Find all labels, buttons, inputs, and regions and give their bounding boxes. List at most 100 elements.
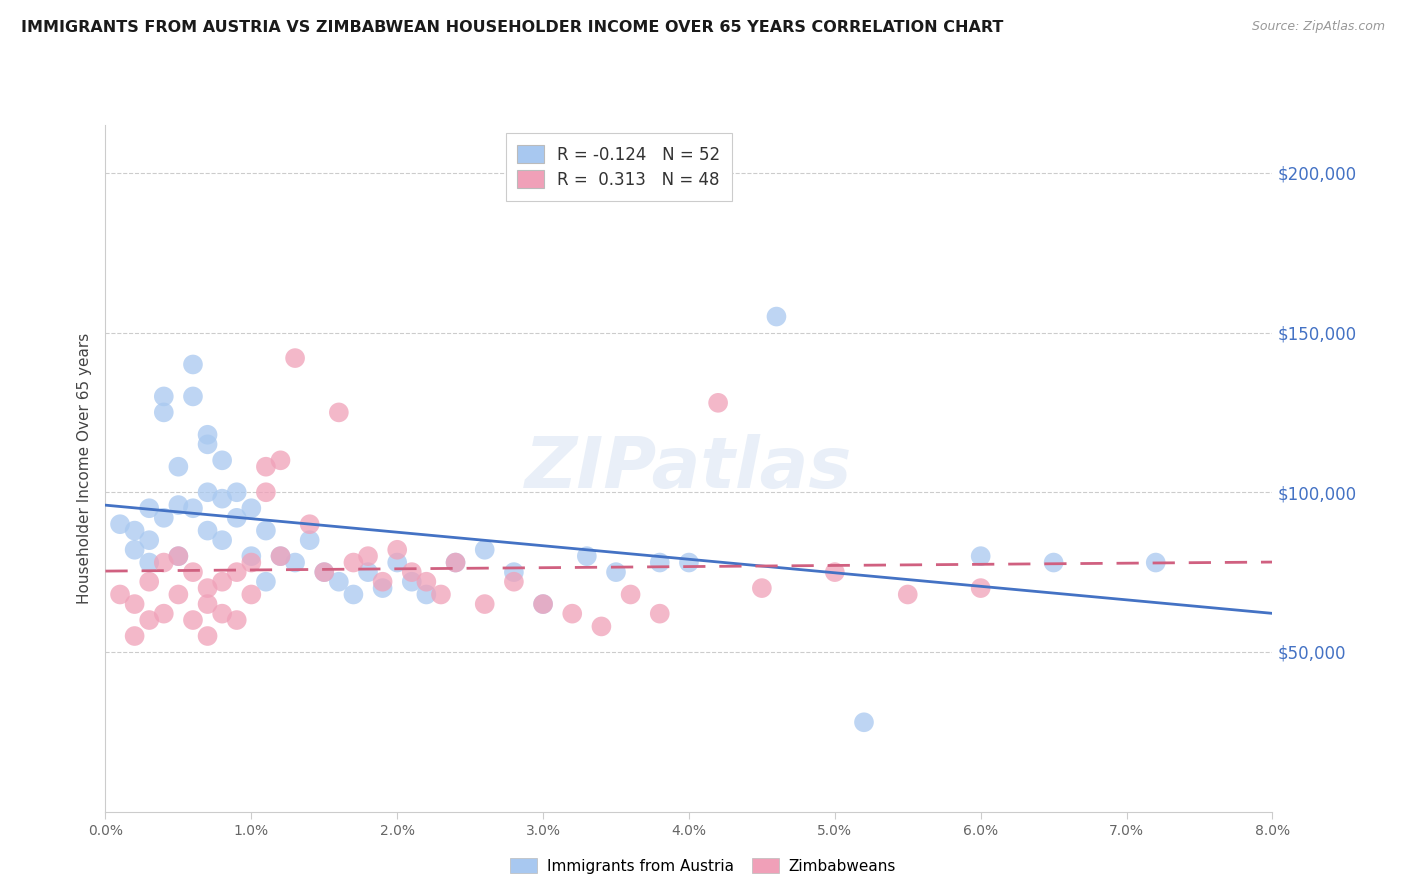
Point bbox=[298, 533, 321, 548]
Point bbox=[591, 619, 613, 633]
Point bbox=[897, 587, 920, 601]
Point bbox=[531, 597, 554, 611]
Point bbox=[385, 556, 408, 570]
Point bbox=[970, 549, 993, 563]
Point bbox=[167, 549, 190, 563]
Point bbox=[254, 459, 277, 474]
Point bbox=[824, 565, 846, 579]
Point bbox=[371, 581, 394, 595]
Point bbox=[269, 549, 292, 563]
Point bbox=[240, 587, 263, 601]
Point bbox=[124, 542, 146, 557]
Point bbox=[678, 556, 700, 570]
Point bbox=[852, 715, 875, 730]
Point bbox=[167, 549, 190, 563]
Point bbox=[153, 607, 174, 621]
Point bbox=[342, 587, 364, 601]
Point bbox=[108, 517, 131, 532]
Point bbox=[415, 574, 437, 589]
Point bbox=[474, 597, 496, 611]
Point bbox=[197, 597, 219, 611]
Point bbox=[225, 511, 247, 525]
Point bbox=[605, 565, 627, 579]
Text: Source: ZipAtlas.com: Source: ZipAtlas.com bbox=[1251, 20, 1385, 33]
Point bbox=[751, 581, 773, 595]
Point bbox=[225, 565, 247, 579]
Point bbox=[108, 587, 131, 601]
Point bbox=[181, 613, 204, 627]
Point bbox=[124, 629, 146, 643]
Point bbox=[561, 607, 583, 621]
Point bbox=[648, 607, 671, 621]
Point bbox=[181, 358, 204, 372]
Point bbox=[167, 459, 190, 474]
Point bbox=[1144, 556, 1167, 570]
Point bbox=[211, 491, 233, 506]
Point bbox=[474, 542, 496, 557]
Point bbox=[342, 556, 364, 570]
Point bbox=[401, 565, 423, 579]
Point bbox=[138, 556, 160, 570]
Point bbox=[197, 427, 219, 442]
Point bbox=[167, 498, 190, 512]
Point bbox=[314, 565, 336, 579]
Point bbox=[357, 565, 380, 579]
Point bbox=[254, 524, 277, 538]
Point bbox=[430, 587, 453, 601]
Point bbox=[240, 556, 263, 570]
Point bbox=[765, 310, 787, 324]
Point bbox=[138, 501, 160, 516]
Point bbox=[575, 549, 598, 563]
Point bbox=[284, 556, 307, 570]
Point bbox=[298, 517, 321, 532]
Point bbox=[240, 549, 263, 563]
Point bbox=[531, 597, 554, 611]
Point bbox=[328, 574, 350, 589]
Point bbox=[181, 565, 204, 579]
Legend: R = -0.124   N = 52, R =  0.313   N = 48: R = -0.124 N = 52, R = 0.313 N = 48 bbox=[506, 133, 733, 201]
Point bbox=[254, 574, 277, 589]
Point bbox=[197, 629, 219, 643]
Point bbox=[357, 549, 380, 563]
Point bbox=[211, 607, 233, 621]
Point bbox=[254, 485, 277, 500]
Point bbox=[444, 556, 467, 570]
Point bbox=[181, 389, 204, 403]
Point bbox=[371, 574, 394, 589]
Point bbox=[138, 574, 160, 589]
Point bbox=[124, 524, 146, 538]
Point bbox=[648, 556, 671, 570]
Point bbox=[385, 542, 408, 557]
Point bbox=[153, 511, 174, 525]
Point bbox=[284, 351, 307, 365]
Point bbox=[197, 485, 219, 500]
Point bbox=[138, 533, 160, 548]
Point bbox=[197, 437, 219, 451]
Point bbox=[401, 574, 423, 589]
Point bbox=[970, 581, 993, 595]
Point bbox=[211, 533, 233, 548]
Point bbox=[153, 405, 174, 419]
Point bbox=[707, 396, 730, 410]
Point bbox=[444, 556, 467, 570]
Legend: Immigrants from Austria, Zimbabweans: Immigrants from Austria, Zimbabweans bbox=[503, 852, 903, 880]
Point bbox=[225, 485, 247, 500]
Point bbox=[153, 556, 174, 570]
Point bbox=[225, 613, 247, 627]
Text: ZIPatlas: ZIPatlas bbox=[526, 434, 852, 503]
Point bbox=[211, 453, 233, 467]
Point bbox=[1042, 556, 1064, 570]
Point bbox=[328, 405, 350, 419]
Point bbox=[240, 501, 263, 516]
Point bbox=[153, 389, 174, 403]
Point bbox=[167, 587, 190, 601]
Point bbox=[181, 501, 204, 516]
Point bbox=[415, 587, 437, 601]
Point bbox=[619, 587, 641, 601]
Point bbox=[503, 574, 526, 589]
Point bbox=[314, 565, 336, 579]
Text: IMMIGRANTS FROM AUSTRIA VS ZIMBABWEAN HOUSEHOLDER INCOME OVER 65 YEARS CORRELATI: IMMIGRANTS FROM AUSTRIA VS ZIMBABWEAN HO… bbox=[21, 20, 1004, 35]
Point bbox=[197, 581, 219, 595]
Point bbox=[211, 574, 233, 589]
Point bbox=[124, 597, 146, 611]
